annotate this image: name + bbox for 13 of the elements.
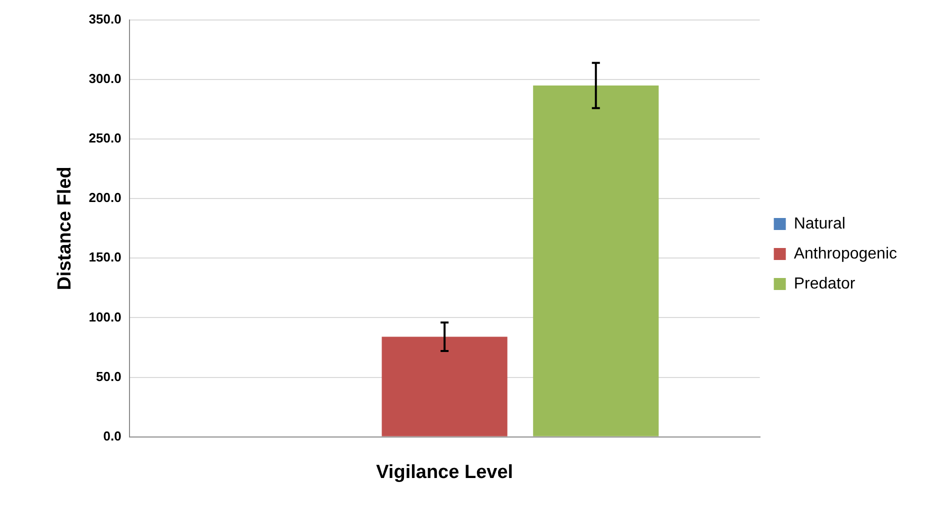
y-tick-label: 150.0 bbox=[88, 250, 122, 265]
y-tick-label: 350.0 bbox=[88, 12, 122, 27]
y-tick-label: 250.0 bbox=[88, 130, 122, 146]
y-tick-label: 300.0 bbox=[88, 71, 122, 86]
y-axis-title: Distance Fled bbox=[54, 166, 76, 290]
y-tick-label: 50.0 bbox=[96, 368, 122, 384]
legend-label: Predator bbox=[794, 275, 856, 292]
legend-label: Anthropogenic bbox=[794, 245, 897, 262]
y-tick-label: 100.0 bbox=[88, 309, 122, 324]
y-tick-label: 200.0 bbox=[88, 190, 122, 206]
y-tick-label: 0.0 bbox=[103, 428, 122, 444]
legend-label: Natural bbox=[794, 215, 846, 232]
x-axis-title: Vigilance Level bbox=[376, 462, 514, 483]
